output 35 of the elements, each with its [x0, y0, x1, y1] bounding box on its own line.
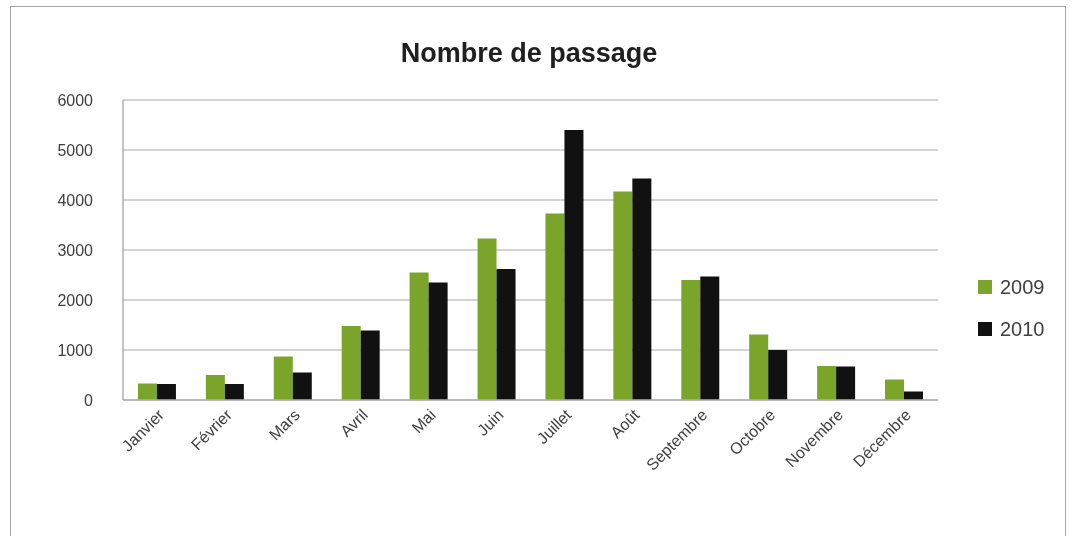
bar	[817, 366, 837, 400]
bar	[409, 272, 429, 400]
legend-label: 2009	[1000, 275, 1045, 299]
bar	[632, 178, 652, 400]
bar	[885, 379, 905, 400]
chart-title: Nombre de passage	[399, 38, 659, 69]
bar	[273, 356, 293, 400]
y-tick-label: 6000	[57, 91, 94, 109]
bar	[477, 238, 497, 400]
y-tick-label: 3000	[57, 241, 94, 259]
bar	[681, 280, 701, 400]
bar	[545, 213, 565, 400]
bar	[137, 383, 157, 400]
bar	[768, 350, 788, 400]
bar	[341, 326, 361, 400]
bar	[496, 269, 516, 400]
bar	[613, 191, 633, 400]
bar	[292, 372, 312, 400]
bar	[749, 334, 769, 400]
bar	[836, 366, 856, 400]
y-tick-label: 4000	[57, 191, 94, 209]
bar	[156, 384, 176, 400]
x-tick-label: Mai	[408, 406, 439, 437]
bar	[428, 282, 448, 400]
bar	[564, 130, 584, 400]
bar	[700, 276, 720, 400]
y-tick-label: 0	[84, 391, 94, 409]
x-tick-label: Juin	[473, 406, 507, 439]
bar	[205, 375, 225, 400]
y-tick-label: 1000	[57, 341, 94, 359]
legend-label: 2010	[1000, 317, 1045, 341]
bar	[360, 330, 380, 400]
y-tick-label: 5000	[57, 141, 94, 159]
y-tick-label: 2000	[57, 291, 94, 309]
bar	[224, 384, 244, 400]
